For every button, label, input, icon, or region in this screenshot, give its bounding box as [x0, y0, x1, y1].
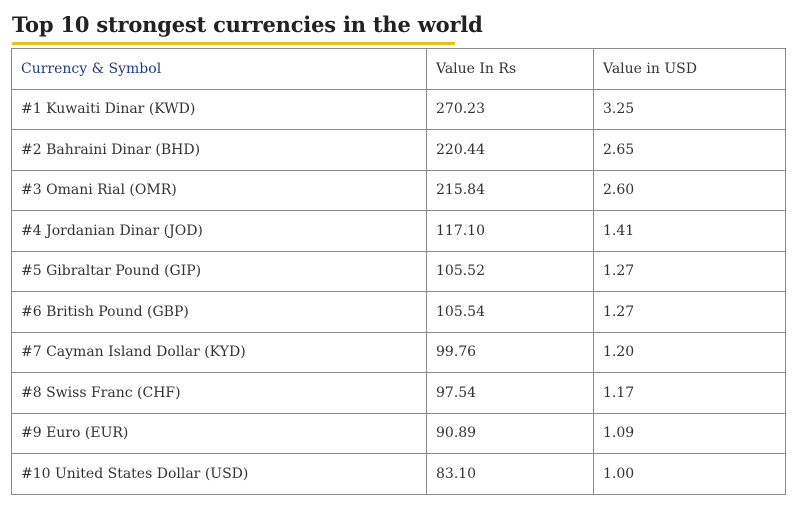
- table-row: #3 Omani Rial (OMR) 215.84 2.60: [11, 169, 786, 211]
- cell-value-rs: 105.54: [426, 291, 594, 333]
- cell-currency: #5 Gibraltar Pound (GIP): [11, 250, 427, 292]
- cell-value-rs: 90.89: [426, 412, 594, 454]
- cell-value-usd: 1.00: [593, 453, 786, 495]
- cell-value-usd: 3.25: [593, 88, 786, 130]
- cell-value-usd: 1.20: [593, 331, 786, 373]
- cell-value-usd: 1.09: [593, 412, 786, 454]
- title-block: Top 10 strongest currencies in the world: [12, 12, 483, 45]
- currency-table: Currency & Symbol Value In Rs Value in U…: [11, 48, 786, 495]
- cell-currency: #1 Kuwaiti Dinar (KWD): [11, 88, 427, 130]
- cell-value-rs: 105.52: [426, 250, 594, 292]
- header-value-usd: Value in USD: [593, 48, 786, 90]
- table-row: #8 Swiss Franc (CHF) 97.54 1.17: [11, 372, 786, 414]
- cell-value-usd: 1.17: [593, 372, 786, 414]
- cell-value-usd: 1.27: [593, 291, 786, 333]
- header-currency-symbol: Currency & Symbol: [11, 48, 427, 90]
- table-row: #4 Jordanian Dinar (JOD) 117.10 1.41: [11, 210, 786, 252]
- cell-value-rs: 270.23: [426, 88, 594, 130]
- cell-currency: #6 British Pound (GBP): [11, 291, 427, 333]
- cell-value-rs: 99.76: [426, 331, 594, 373]
- table-row: #10 United States Dollar (USD) 83.10 1.0…: [11, 453, 786, 495]
- table-row: #5 Gibraltar Pound (GIP) 105.52 1.27: [11, 250, 786, 292]
- cell-currency: #7 Cayman Island Dollar (KYD): [11, 331, 427, 373]
- cell-value-usd: 2.60: [593, 169, 786, 211]
- cell-currency: #8 Swiss Franc (CHF): [11, 372, 427, 414]
- header-value-rs: Value In Rs: [426, 48, 594, 90]
- cell-value-rs: 97.54: [426, 372, 594, 414]
- table-row: #2 Bahraini Dinar (BHD) 220.44 2.65: [11, 129, 786, 171]
- table-row: #6 British Pound (GBP) 105.54 1.27: [11, 291, 786, 333]
- cell-currency: #10 United States Dollar (USD): [11, 453, 427, 495]
- title-underline: [12, 42, 455, 45]
- cell-value-usd: 2.65: [593, 129, 786, 171]
- table-row: #1 Kuwaiti Dinar (KWD) 270.23 3.25: [11, 88, 786, 130]
- page-title: Top 10 strongest currencies in the world: [12, 12, 483, 37]
- cell-value-rs: 83.10: [426, 453, 594, 495]
- cell-value-rs: 220.44: [426, 129, 594, 171]
- table-header-row: Currency & Symbol Value In Rs Value in U…: [11, 48, 786, 90]
- cell-currency: #2 Bahraini Dinar (BHD): [11, 129, 427, 171]
- cell-currency: #4 Jordanian Dinar (JOD): [11, 210, 427, 252]
- cell-value-usd: 1.41: [593, 210, 786, 252]
- table-row: #9 Euro (EUR) 90.89 1.09: [11, 412, 786, 454]
- table-row: #7 Cayman Island Dollar (KYD) 99.76 1.20: [11, 331, 786, 373]
- cell-currency: #9 Euro (EUR): [11, 412, 427, 454]
- cell-value-rs: 117.10: [426, 210, 594, 252]
- cell-value-rs: 215.84: [426, 169, 594, 211]
- cell-value-usd: 1.27: [593, 250, 786, 292]
- cell-currency: #3 Omani Rial (OMR): [11, 169, 427, 211]
